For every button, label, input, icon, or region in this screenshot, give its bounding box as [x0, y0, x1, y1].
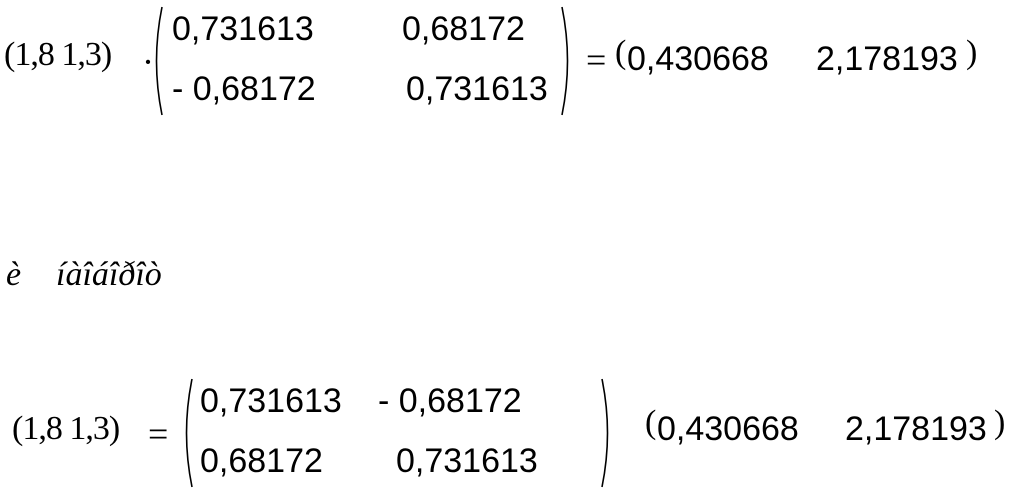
result-value: 0,430668: [657, 410, 799, 448]
equals-sign: =: [586, 40, 607, 80]
matrix-cell: 0,731613: [406, 70, 548, 108]
matrix-cell: - 0,68172: [378, 382, 522, 420]
result-value: 2,178193: [845, 410, 987, 448]
result-open-paren: (: [645, 404, 656, 441]
matrix-right-paren: [561, 6, 569, 116]
matrix-cell: 0,68172: [402, 10, 525, 48]
connector-word: è: [6, 256, 22, 293]
result-open-paren: (: [615, 34, 626, 71]
matrix-right-paren: [601, 378, 609, 488]
matrix-cell: - 0,68172: [172, 70, 316, 108]
result-value: 2,178193: [816, 40, 958, 78]
result-close-paren: ): [966, 34, 977, 71]
dot-operator: ·: [142, 42, 154, 82]
equals-sign: =: [148, 414, 169, 454]
row-vector: (1,8 1,3): [12, 410, 120, 447]
matrix-cell: 0,731613: [396, 442, 538, 480]
result-value: 0,430668: [627, 40, 769, 78]
matrix-cell: 0,731613: [200, 382, 342, 420]
row-vector: (1,8 1,3): [4, 36, 112, 73]
matrix-cell: 0,731613: [172, 10, 314, 48]
matrix-left-paren: [185, 378, 193, 488]
matrix-cell: 0,68172: [200, 442, 323, 480]
connector-word: íàîáîðîò: [56, 256, 162, 293]
result-close-paren: ): [994, 404, 1005, 441]
matrix-left-paren: [155, 6, 163, 116]
